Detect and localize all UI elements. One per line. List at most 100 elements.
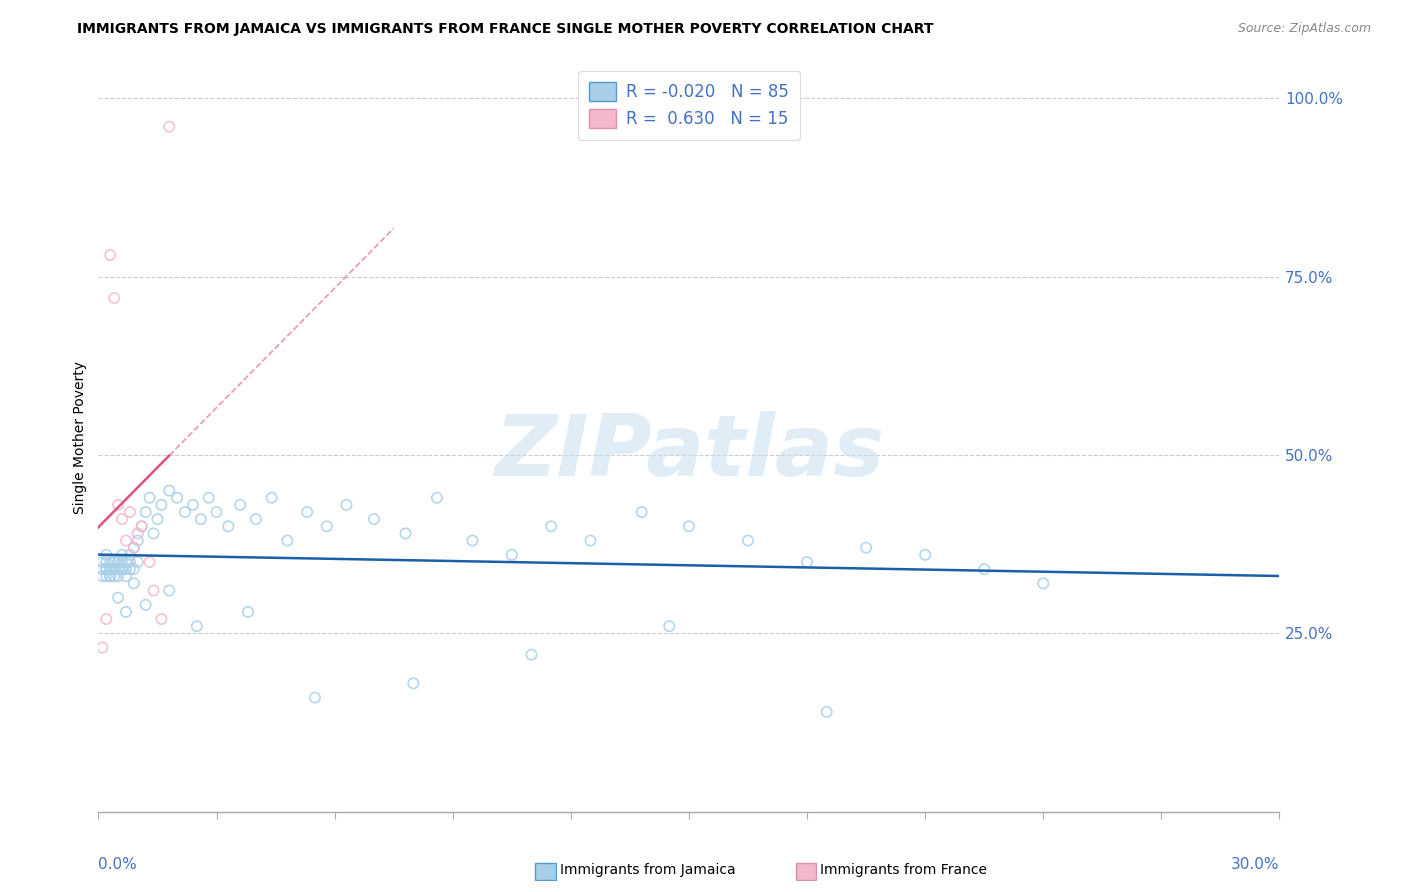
Point: [118, 562, 141, 576]
Point: [118, 555, 141, 569]
Legend: R = -0.020   N = 85, R =  0.630   N = 15: R = -0.020 N = 85, R = 0.630 N = 15: [578, 70, 800, 140]
Point: [157, 483, 180, 498]
Point: [295, 505, 318, 519]
Point: [103, 562, 125, 576]
Point: [973, 562, 995, 576]
Point: [229, 498, 252, 512]
Point: [115, 555, 138, 569]
FancyBboxPatch shape: [796, 863, 815, 880]
Point: [190, 512, 212, 526]
Point: [150, 498, 173, 512]
Point: [98, 562, 121, 576]
Text: Source: ZipAtlas.com: Source: ZipAtlas.com: [1237, 22, 1371, 36]
Point: [142, 583, 165, 598]
Point: [579, 533, 602, 548]
Point: [363, 512, 385, 526]
Point: [131, 519, 153, 533]
Point: [157, 583, 180, 598]
Point: [1032, 576, 1054, 591]
Point: [98, 248, 121, 262]
Point: [111, 562, 134, 576]
Point: [540, 519, 562, 533]
Point: [111, 555, 134, 569]
Point: [796, 555, 818, 569]
Point: [107, 591, 129, 605]
Point: [678, 519, 700, 533]
Point: [236, 605, 259, 619]
Point: [174, 505, 197, 519]
Point: [122, 562, 145, 576]
Point: [91, 555, 114, 569]
Point: [855, 541, 877, 555]
Point: [98, 562, 121, 576]
Point: [107, 555, 129, 569]
Point: [107, 562, 129, 576]
Point: [217, 519, 239, 533]
Point: [260, 491, 283, 505]
Point: [103, 555, 125, 569]
Point: [103, 569, 125, 583]
Point: [520, 648, 543, 662]
Point: [630, 505, 652, 519]
Point: [115, 569, 138, 583]
Point: [197, 491, 219, 505]
Point: [96, 562, 118, 576]
Point: [118, 505, 141, 519]
Point: [135, 598, 157, 612]
Point: [111, 548, 134, 562]
Point: [304, 690, 326, 705]
Point: [122, 541, 145, 555]
Point: [426, 491, 449, 505]
Text: 0.0%: 0.0%: [98, 856, 138, 871]
Point: [107, 555, 129, 569]
Point: [245, 512, 267, 526]
Point: [166, 491, 188, 505]
Point: [115, 533, 138, 548]
Point: [461, 533, 484, 548]
Point: [122, 541, 145, 555]
Point: [127, 526, 149, 541]
Point: [115, 605, 138, 619]
FancyBboxPatch shape: [536, 863, 555, 880]
Point: [127, 555, 149, 569]
Point: [103, 555, 125, 569]
Point: [914, 548, 936, 562]
Text: 30.0%: 30.0%: [1232, 856, 1279, 871]
Point: [96, 612, 118, 626]
Point: [138, 555, 160, 569]
Point: [103, 291, 125, 305]
Point: [335, 498, 357, 512]
Point: [98, 555, 121, 569]
Text: ZIPatlas: ZIPatlas: [494, 410, 884, 493]
Point: [96, 548, 118, 562]
Point: [138, 491, 160, 505]
Text: IMMIGRANTS FROM JAMAICA VS IMMIGRANTS FROM FRANCE SINGLE MOTHER POVERTY CORRELAT: IMMIGRANTS FROM JAMAICA VS IMMIGRANTS FR…: [77, 22, 934, 37]
Point: [186, 619, 208, 633]
Point: [107, 569, 129, 583]
Point: [91, 562, 114, 576]
Point: [146, 512, 169, 526]
Point: [96, 562, 118, 576]
Point: [118, 548, 141, 562]
Point: [205, 505, 228, 519]
Point: [115, 562, 138, 576]
Point: [91, 569, 114, 583]
Point: [135, 505, 157, 519]
Point: [142, 526, 165, 541]
Point: [111, 562, 134, 576]
Point: [402, 676, 425, 690]
Point: [181, 498, 204, 512]
Point: [98, 569, 121, 583]
Point: [501, 548, 523, 562]
Point: [96, 555, 118, 569]
Text: Immigrants from Jamaica: Immigrants from Jamaica: [560, 863, 735, 877]
Point: [111, 512, 134, 526]
Point: [157, 120, 180, 134]
Text: Immigrants from France: Immigrants from France: [820, 863, 987, 877]
Point: [315, 519, 337, 533]
Point: [98, 569, 121, 583]
Point: [96, 569, 118, 583]
Point: [737, 533, 759, 548]
Point: [394, 526, 416, 541]
Point: [658, 619, 681, 633]
